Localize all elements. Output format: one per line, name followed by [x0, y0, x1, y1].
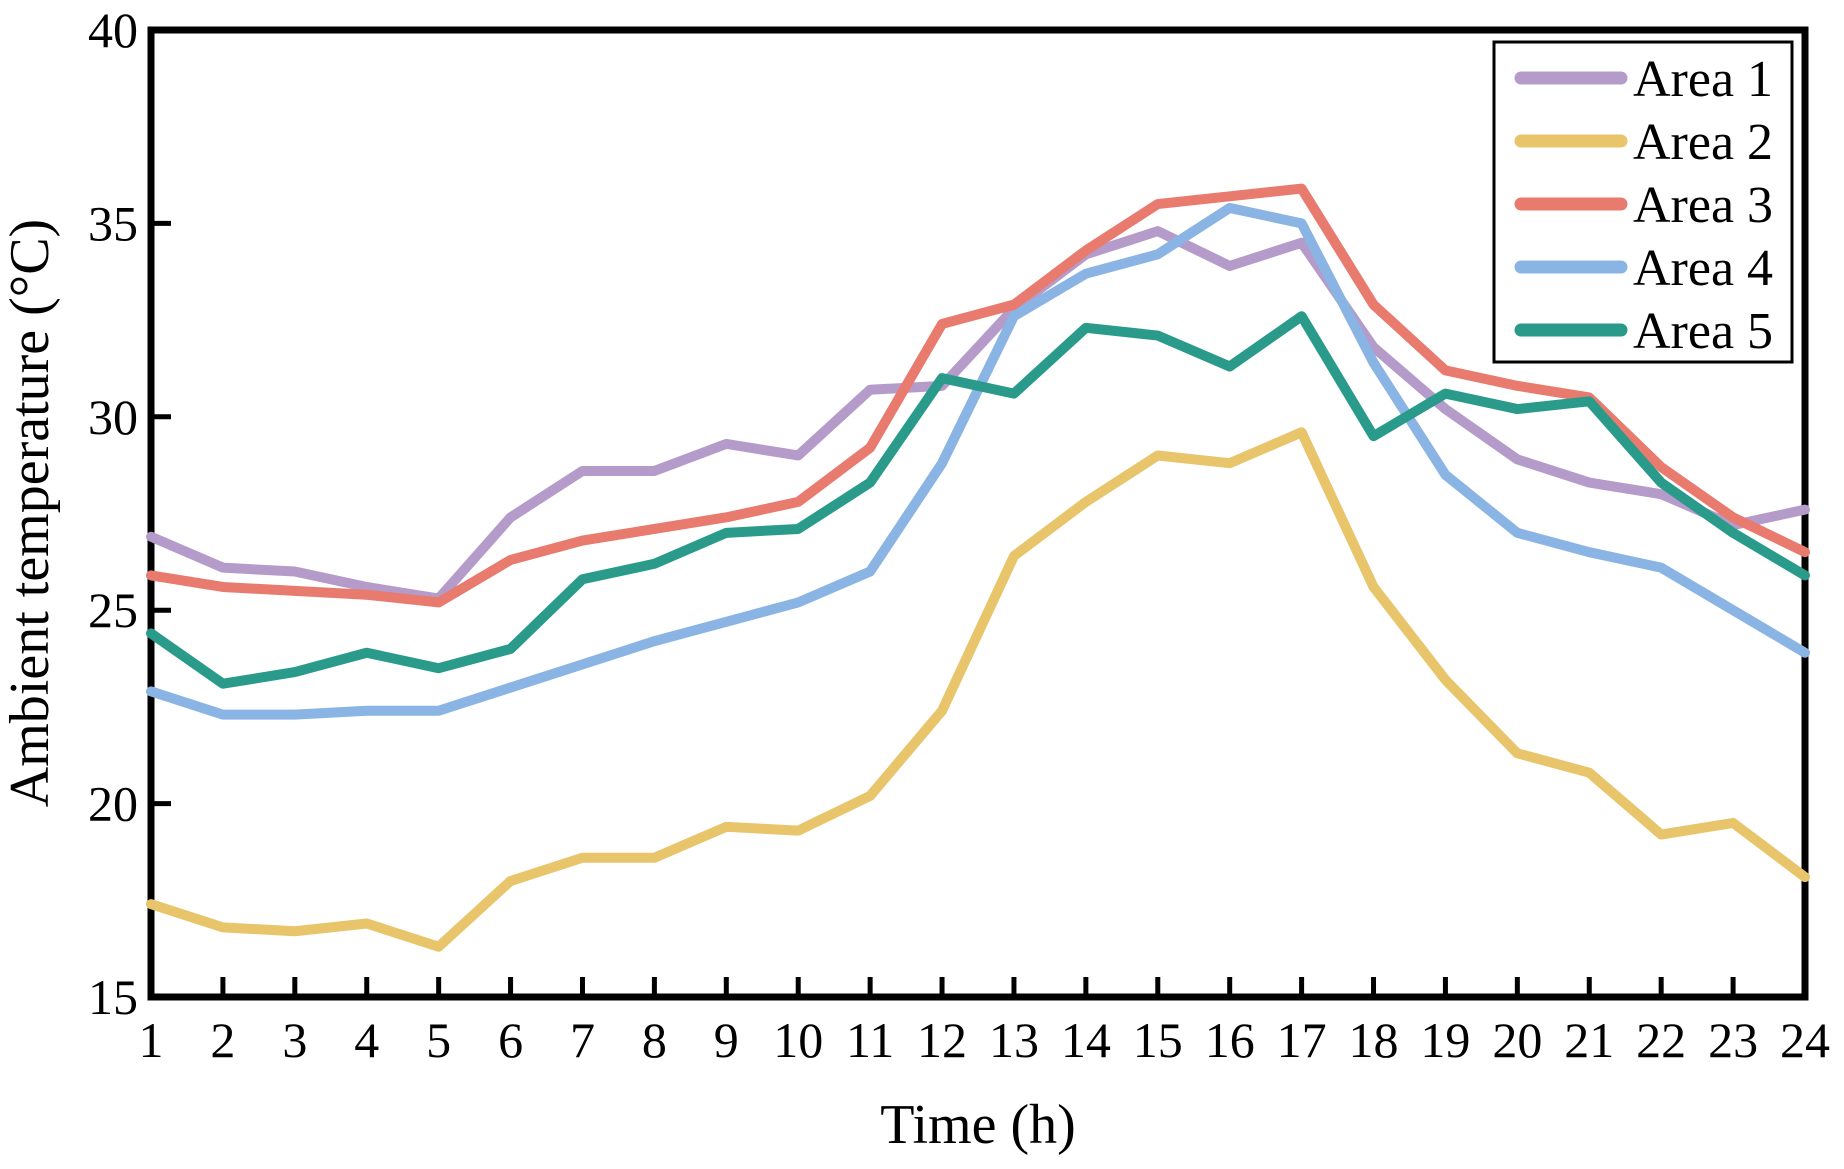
y-tick-label: 30: [88, 389, 138, 445]
y-tick-label: 40: [88, 2, 138, 58]
x-tick-label: 1: [139, 1012, 164, 1068]
legend-item-area-3: Area 3: [1514, 177, 1773, 234]
x-tick-label: 10: [773, 1012, 823, 1068]
legend-label-area-1: Area 1: [1633, 51, 1773, 108]
x-tick-label: 3: [282, 1012, 307, 1068]
y-tick-label: 35: [88, 195, 138, 251]
legend-item-area-1: Area 1: [1514, 51, 1773, 108]
y-axis-ticks: 15 20 25 30 35 40: [88, 2, 171, 1025]
x-tick-label: 22: [1636, 1012, 1686, 1068]
legend-item-area-2: Area 2: [1514, 114, 1773, 171]
legend-label-area-3: Area 3: [1633, 177, 1773, 234]
x-tick-label: 21: [1564, 1012, 1614, 1068]
x-tick-label: 7: [570, 1012, 595, 1068]
legend-item-area-4: Area 4: [1514, 240, 1773, 297]
legend: Area 1 Area 2 Area 3 Area 4 Area 5: [1492, 40, 1794, 364]
x-tick-label: 19: [1420, 1012, 1470, 1068]
x-tick-label: 4: [354, 1012, 379, 1068]
x-tick-label: 24: [1780, 1012, 1830, 1068]
x-tick-label: 11: [846, 1012, 894, 1068]
y-tick-label: 15: [88, 969, 138, 1025]
x-tick-label: 13: [989, 1012, 1039, 1068]
y-tick-label: 20: [88, 776, 138, 832]
x-axis-ticks: 1 2 3 4 5 6 7 8 9 10 11 12 13 14 15 16 17 18 19 20 21 22 23 24: [139, 977, 1830, 1068]
series-line-area-3: [146, 183, 1810, 608]
x-tick-label: 6: [498, 1012, 523, 1068]
legend-label-area-4: Area 4: [1633, 240, 1773, 297]
x-tick-label: 18: [1349, 1012, 1399, 1068]
legend-label-area-2: Area 2: [1633, 114, 1773, 171]
legend-label-area-5: Area 5: [1633, 303, 1773, 360]
series-line-area-2: [146, 427, 1810, 952]
x-tick-label: 15: [1133, 1012, 1183, 1068]
series-line-area-5: [146, 311, 1810, 689]
x-tick-label: 8: [642, 1012, 667, 1068]
legend-item-area-5: Area 5: [1514, 303, 1773, 360]
x-tick-label: 2: [210, 1012, 235, 1068]
x-tick-label: 14: [1061, 1012, 1111, 1068]
x-tick-label: 5: [426, 1012, 451, 1068]
x-tick-label: 17: [1277, 1012, 1327, 1068]
series-lines: [146, 183, 1810, 952]
x-tick-label: 9: [714, 1012, 739, 1068]
x-tick-label: 12: [917, 1012, 967, 1068]
x-tick-label: 23: [1708, 1012, 1758, 1068]
x-tick-label: 20: [1492, 1012, 1542, 1068]
x-axis-title: Time (h): [880, 1094, 1076, 1156]
y-tick-label: 25: [88, 582, 138, 638]
x-tick-label: 16: [1205, 1012, 1255, 1068]
y-axis-title: Ambient temperature (°C): [0, 219, 61, 807]
